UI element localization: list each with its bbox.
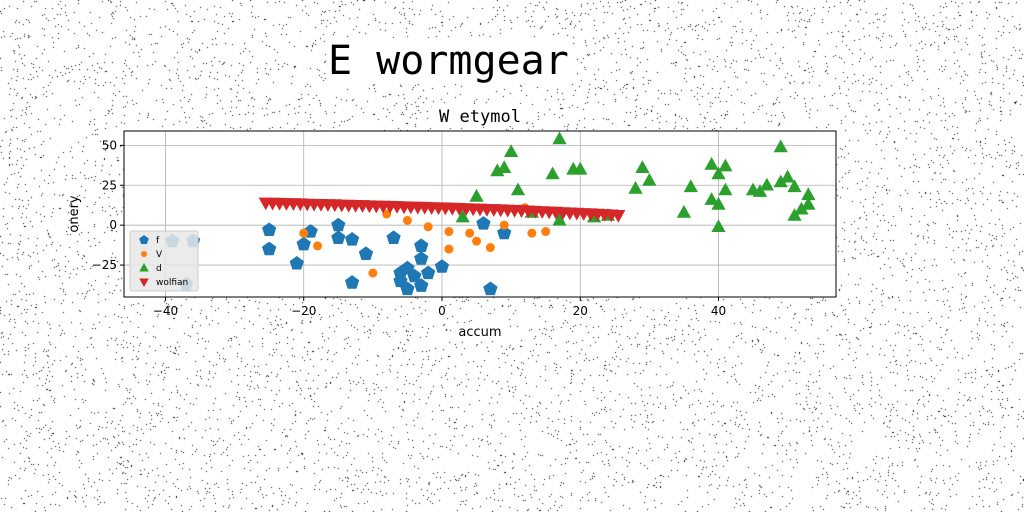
data-point-f xyxy=(262,222,277,236)
data-point-d xyxy=(642,173,657,186)
data-point-d xyxy=(773,139,788,153)
legend-marker-f xyxy=(139,235,149,244)
y-axis-label: onery xyxy=(67,195,82,233)
data-point-d xyxy=(794,201,809,215)
data-point-V xyxy=(402,215,412,225)
data-point-d xyxy=(787,179,802,193)
data-point-f xyxy=(393,273,408,288)
data-point-d xyxy=(455,209,470,223)
data-point-f xyxy=(358,246,374,260)
legend: fVd wolfian xyxy=(129,230,199,292)
data-point-f xyxy=(331,230,346,244)
data-point-f xyxy=(414,238,429,252)
y-tick-label: 25 xyxy=(102,178,117,192)
data-point-d xyxy=(801,187,816,201)
data-point-d xyxy=(676,204,691,218)
data-point-f xyxy=(296,236,311,251)
data-point-d xyxy=(718,182,733,196)
data-point-wolfian xyxy=(611,210,626,223)
data-point-V xyxy=(541,227,551,237)
data-point-d xyxy=(773,174,788,188)
data-point-f xyxy=(497,225,512,240)
data-point-d xyxy=(711,219,726,232)
x-tick-label: 20 xyxy=(573,304,588,318)
x-tick-label: 40 xyxy=(711,304,726,318)
data-point-f xyxy=(289,256,304,270)
data-point-d xyxy=(704,157,719,170)
data-point-d xyxy=(759,177,774,191)
data-point-V xyxy=(299,228,309,238)
data-point-d xyxy=(573,161,588,175)
data-point-d xyxy=(801,196,816,210)
y-tick-label: −25 xyxy=(92,258,117,272)
data-point-V xyxy=(423,222,433,232)
x-tick-label: −40 xyxy=(153,304,178,318)
data-point-f xyxy=(476,216,491,230)
data-point-d xyxy=(469,188,484,202)
legend-marker-wolfian xyxy=(139,278,149,287)
data-point-d xyxy=(704,192,719,205)
data-point-d xyxy=(711,196,726,210)
data-point-f xyxy=(421,265,436,280)
data-point-d xyxy=(711,166,726,180)
y-tick-label: 0 xyxy=(109,218,117,232)
data-point-f xyxy=(331,217,346,232)
series-d xyxy=(455,131,816,232)
x-axis-label: accum xyxy=(458,325,501,340)
chart-title: W etymol xyxy=(439,107,521,127)
data-point-d xyxy=(780,169,795,183)
x-tick-label: −20 xyxy=(291,304,316,318)
data-point-V xyxy=(313,241,323,251)
data-point-d xyxy=(635,160,650,173)
data-point-d xyxy=(504,144,519,157)
legend-box xyxy=(129,230,199,292)
data-point-d xyxy=(718,158,733,172)
data-point-f xyxy=(483,281,498,296)
data-point-d xyxy=(752,184,768,197)
data-point-V xyxy=(444,244,454,254)
data-point-f xyxy=(345,232,360,246)
data-point-f xyxy=(386,230,401,244)
data-point-d xyxy=(497,160,512,173)
data-point-V xyxy=(465,228,475,238)
data-point-d xyxy=(683,179,698,193)
data-point-f xyxy=(414,278,429,292)
data-point-f xyxy=(262,241,277,256)
legend-label: f xyxy=(156,236,160,246)
data-point-V xyxy=(472,236,482,246)
data-point-V xyxy=(485,243,495,253)
series-wolfian xyxy=(258,197,626,223)
data-point-d xyxy=(552,212,567,226)
xlabel-background xyxy=(454,324,506,340)
axis-ticks: −40 −20 0 20 40 −25 0 25 50 xyxy=(92,138,726,318)
data-point-V xyxy=(527,228,537,238)
x-tick-label: 0 xyxy=(438,304,446,318)
data-point-d xyxy=(628,181,643,194)
legend-marker-V xyxy=(141,251,147,257)
data-point-f xyxy=(400,281,415,296)
data-point-V xyxy=(444,227,454,237)
legend-label: d xyxy=(156,264,162,274)
data-point-V xyxy=(382,209,392,219)
data-point-f xyxy=(434,259,450,273)
data-point-V xyxy=(368,268,378,278)
data-point-f xyxy=(414,251,429,265)
data-point-d xyxy=(545,166,560,180)
data-point-V xyxy=(499,220,509,230)
title-background xyxy=(432,104,526,126)
y-tick-label: 50 xyxy=(102,138,117,152)
data-point-d xyxy=(552,131,567,145)
data-point-d xyxy=(510,182,526,196)
data-point-f xyxy=(407,268,422,283)
figure-suptitle: E wormgear xyxy=(326,38,571,84)
legend-marker-d xyxy=(139,263,149,272)
legend-label: wolfian xyxy=(156,278,188,288)
legend-label: V xyxy=(156,250,163,260)
data-point-f xyxy=(345,275,360,289)
data-point-f xyxy=(400,260,415,275)
axes-frame xyxy=(123,130,837,298)
